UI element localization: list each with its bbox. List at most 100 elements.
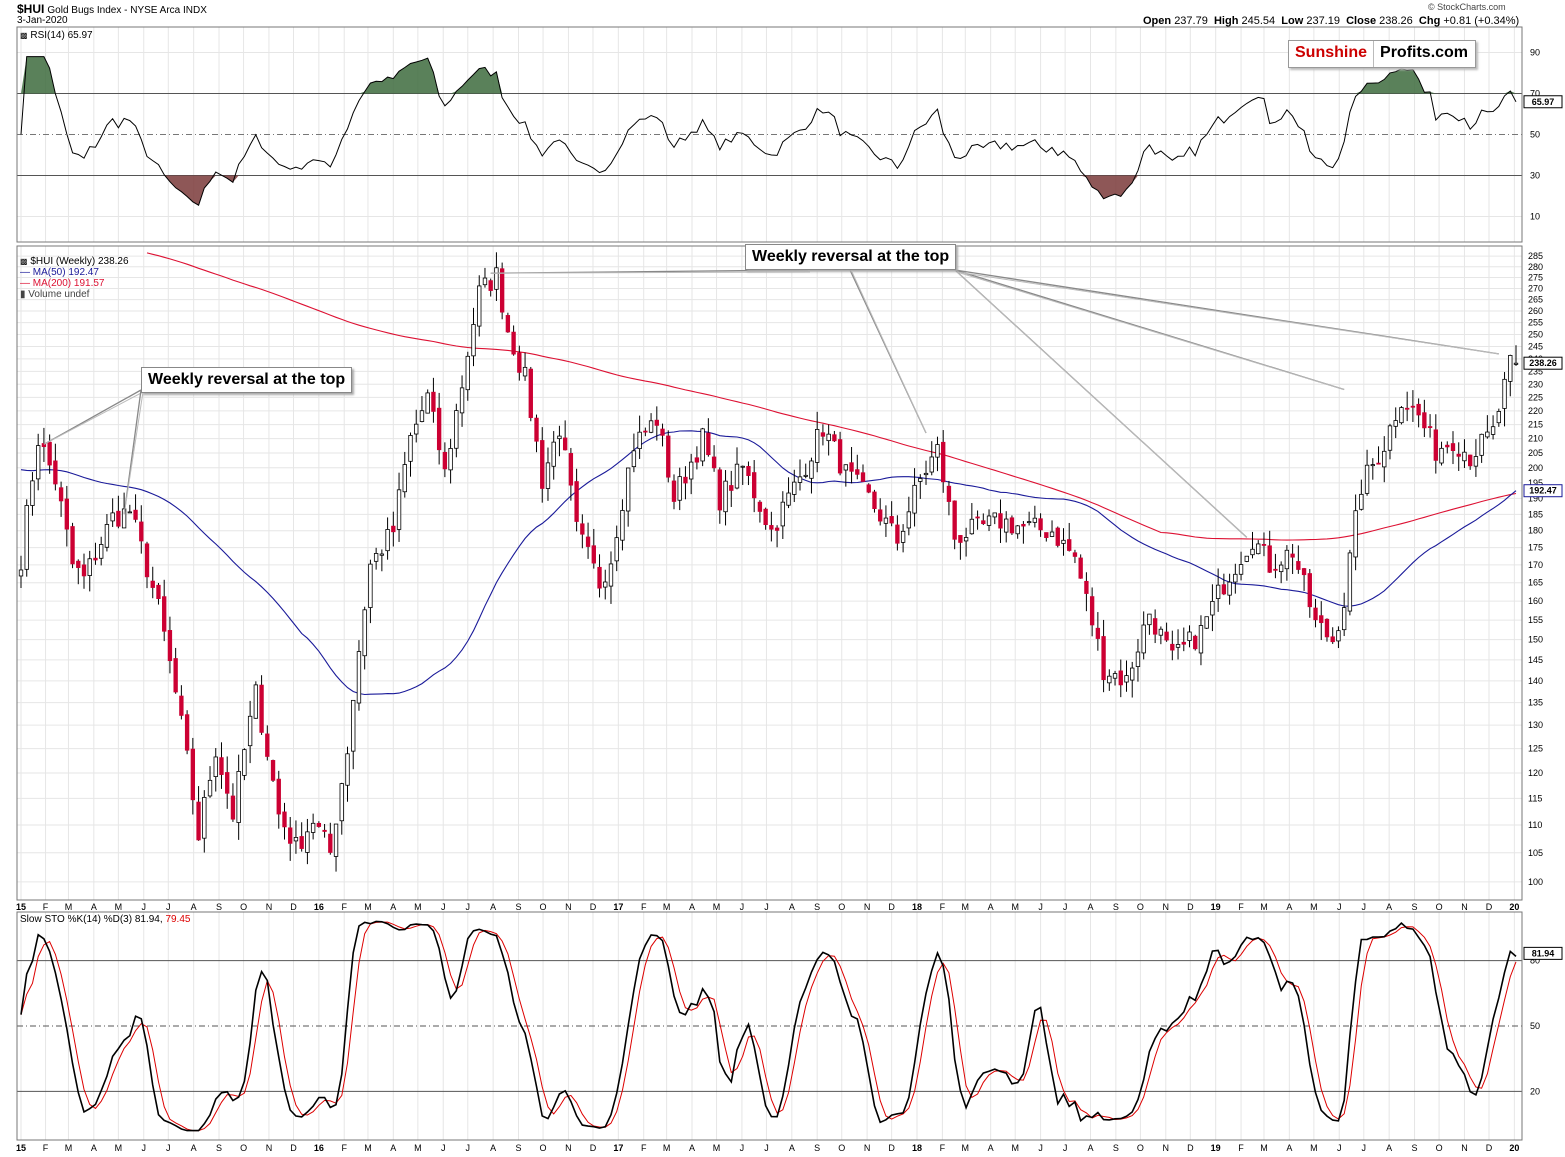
x-tick-label: M [414, 902, 422, 912]
candle-body [1244, 555, 1249, 562]
candle-body [591, 545, 596, 564]
candle [207, 766, 213, 798]
candle-body [860, 472, 866, 482]
y-tick-label: 285 [1528, 251, 1543, 261]
candle [139, 505, 144, 554]
y-tick-label: 210 [1528, 434, 1543, 444]
candle-body [99, 544, 104, 559]
candle [557, 425, 562, 457]
candle [1416, 398, 1421, 428]
candle-body [1319, 615, 1324, 624]
candle [110, 498, 115, 527]
panel-frame-sto [16, 911, 1523, 1141]
x-tick-label: 18 [912, 1143, 922, 1153]
candle [797, 459, 803, 491]
candle-body [1416, 403, 1421, 416]
candle [723, 470, 728, 526]
candle-body [373, 553, 379, 562]
candle [992, 512, 997, 525]
candle [1508, 354, 1513, 397]
x-tick-label: S [1113, 1143, 1119, 1153]
candle-body [843, 464, 849, 471]
candle-body [952, 500, 957, 540]
candle [1513, 345, 1519, 366]
y-tick-label: 140 [1528, 676, 1543, 686]
candle-body [408, 435, 413, 462]
candle [683, 466, 688, 500]
candle [1445, 441, 1450, 454]
candle-body [391, 525, 396, 533]
candle-body [912, 484, 917, 514]
y-tick-label: 270 [1528, 283, 1543, 293]
candle [1393, 407, 1398, 439]
candle-body [534, 417, 539, 442]
candle-body [929, 456, 934, 473]
candle-body [471, 324, 476, 357]
y-tick-label: 190 [1528, 493, 1543, 503]
x-tick-label: M [962, 902, 970, 912]
index-name: Gold Bugs Index - NYSE Arca INDX [47, 5, 207, 16]
y-tick-label: 120 [1528, 768, 1543, 778]
candle [1261, 532, 1267, 557]
x-tick-label: 19 [1211, 902, 1221, 912]
candle [1238, 551, 1244, 581]
candle [780, 491, 785, 539]
candle-body [969, 518, 975, 535]
candle [597, 554, 602, 598]
candle-body [786, 492, 791, 506]
candle [998, 499, 1003, 543]
candle [534, 414, 539, 453]
candle-body [265, 733, 270, 757]
annotation-reversal-mid: Weekly reversal at the top [745, 244, 957, 270]
candle-body [1078, 557, 1083, 579]
candle [1038, 513, 1043, 537]
candle-body [1118, 670, 1123, 686]
candle [1376, 446, 1381, 465]
x-tick-label: A [1087, 902, 1093, 912]
candle [448, 438, 453, 484]
candle [1324, 618, 1330, 642]
candle-body [104, 524, 110, 548]
candle [1267, 530, 1272, 573]
candle [1061, 528, 1066, 556]
candle [872, 489, 877, 513]
rsi-line [20, 56, 1517, 206]
sto-k-tag-box [1523, 946, 1563, 960]
candle [1244, 555, 1249, 563]
x-tick-label: N [864, 1143, 871, 1153]
price-panel [18, 252, 1519, 872]
candle [1147, 613, 1152, 635]
candle [499, 262, 505, 320]
candle-body [1147, 613, 1152, 626]
callout-lines [43, 269, 1499, 538]
candle-body [1284, 549, 1290, 570]
candle-body [1485, 431, 1490, 438]
x-tick-label: M [1011, 1143, 1019, 1153]
candle [202, 790, 207, 853]
low-value: 237.19 [1306, 15, 1340, 27]
candle [116, 495, 121, 529]
candle [958, 535, 963, 560]
candle-body [866, 484, 871, 493]
y-tick-label: 255 [1528, 318, 1543, 328]
candle-body [219, 757, 224, 775]
candle-body [941, 441, 946, 483]
candle [305, 818, 310, 865]
candle-body [820, 432, 826, 437]
candle-body [87, 558, 92, 576]
y-tick-label: 155 [1528, 615, 1543, 625]
candle-body [625, 467, 631, 512]
candle [706, 418, 711, 457]
candle-body [1393, 420, 1398, 427]
x-tick-label: M [65, 1143, 73, 1153]
x-tick-label: 20 [1509, 902, 1519, 912]
candle-body [184, 714, 190, 751]
candle [339, 782, 344, 835]
callout-line-shadow [123, 391, 144, 515]
x-tick-label: A [390, 902, 396, 912]
candle [259, 675, 264, 735]
candle-body [1330, 636, 1335, 643]
x-tick-label: A [1286, 1143, 1292, 1153]
candle [1044, 532, 1049, 542]
x-tick-label: J [740, 1143, 745, 1153]
